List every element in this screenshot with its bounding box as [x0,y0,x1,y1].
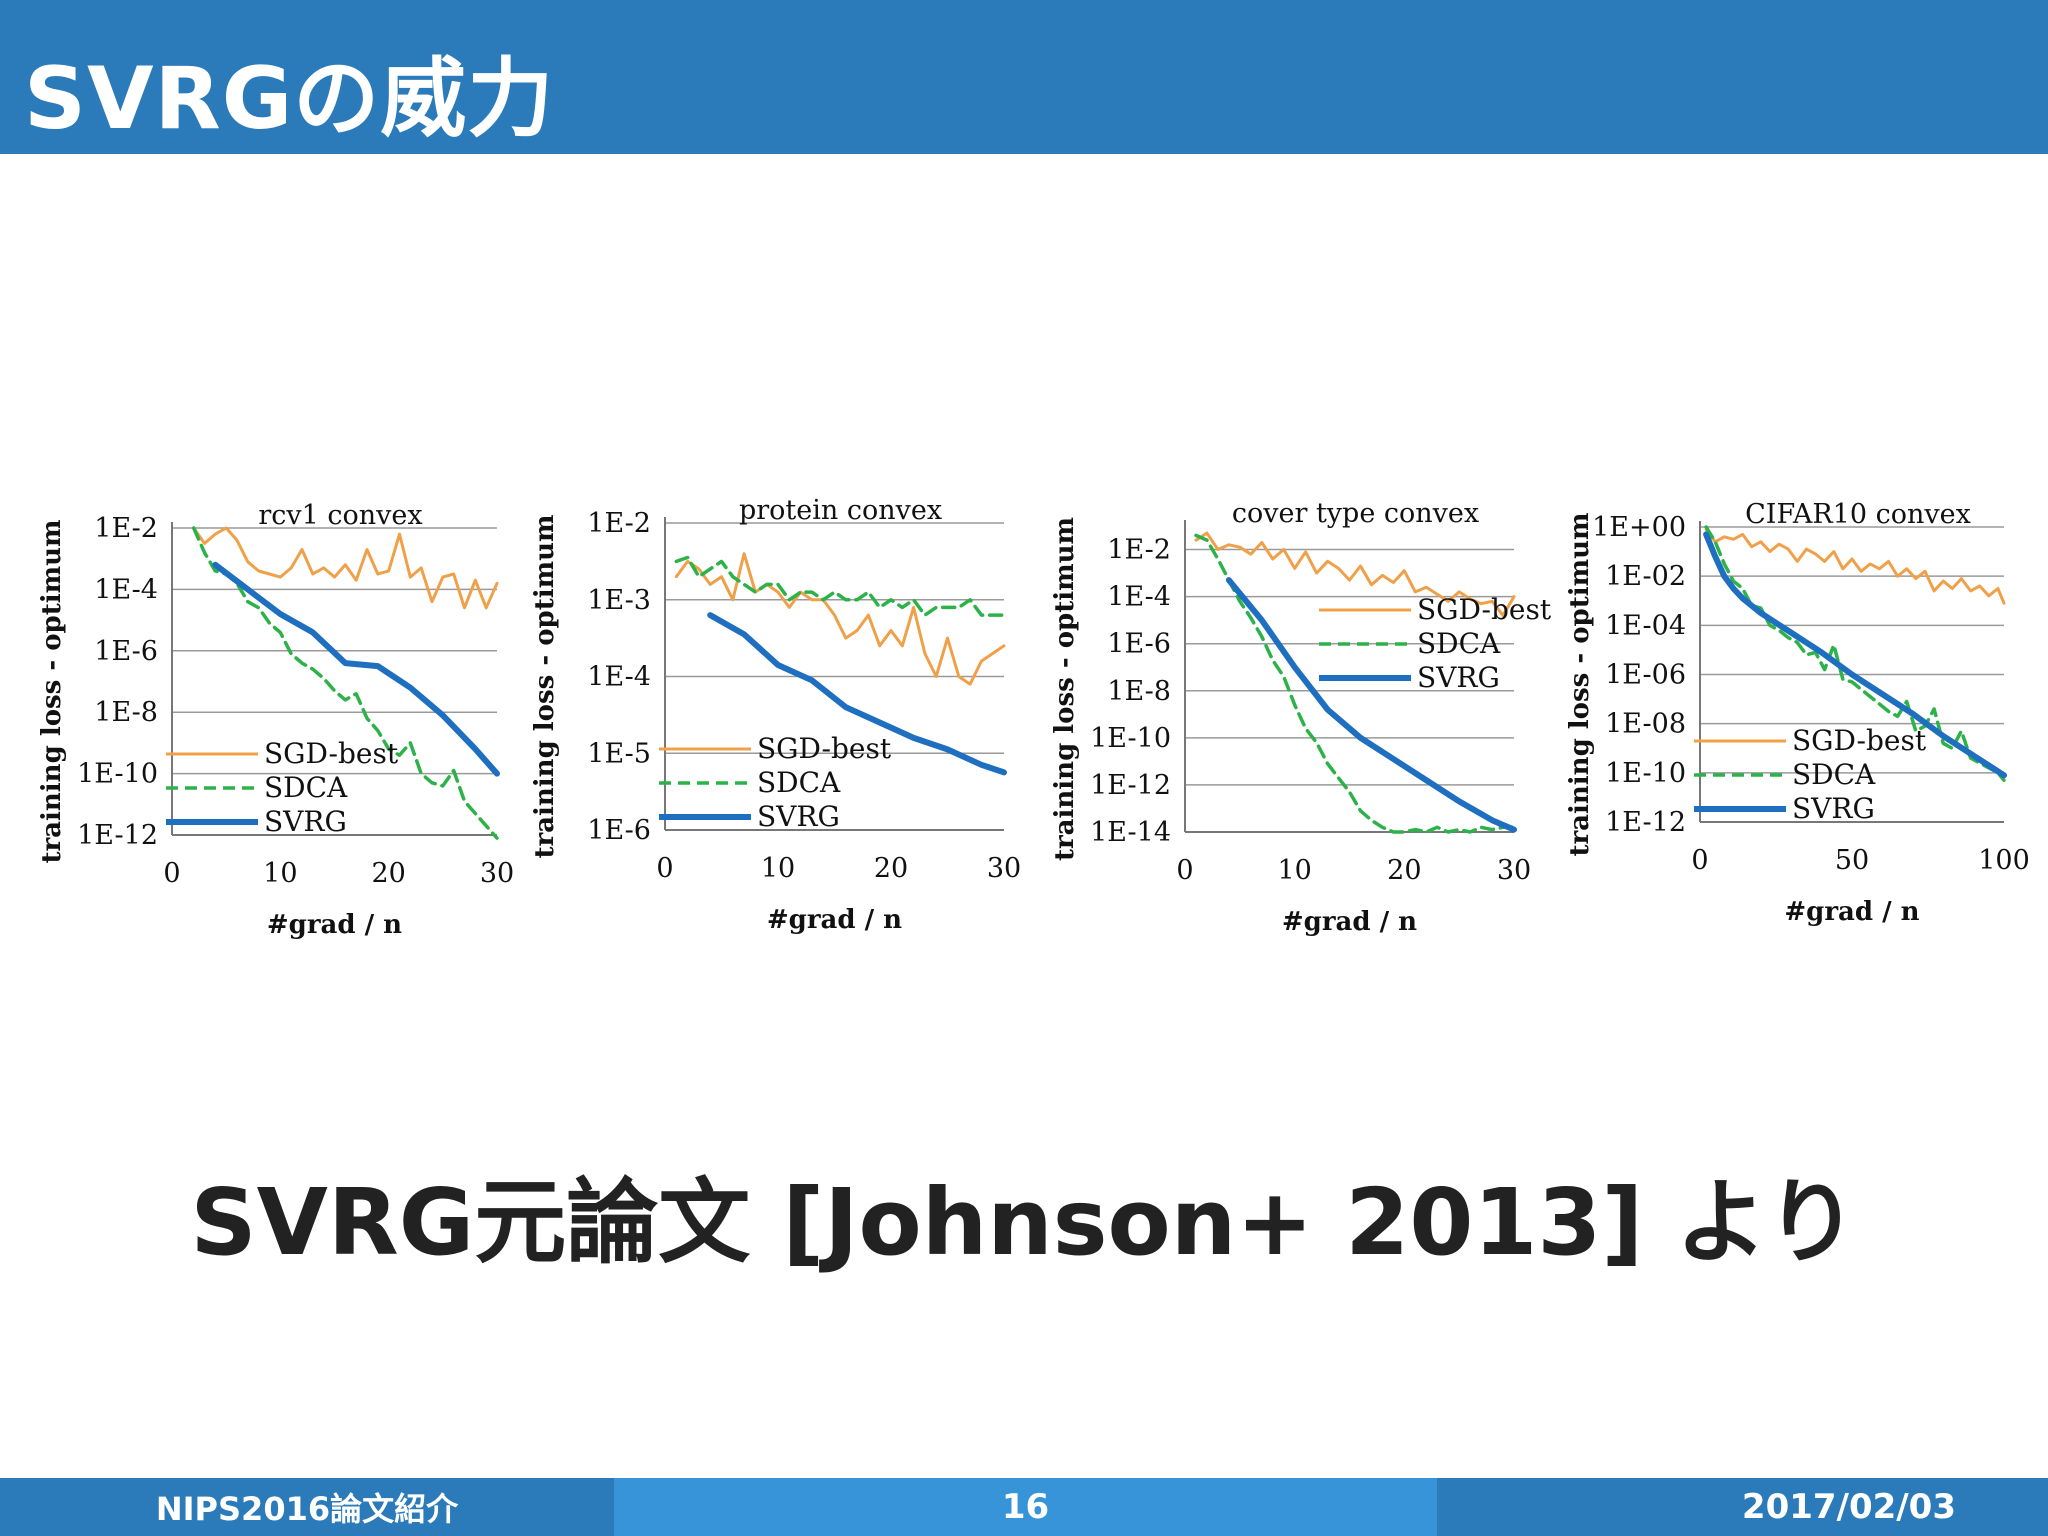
series-line-sdca [1194,533,1516,834]
y-tick-label: 1E-12 [1090,770,1171,801]
legend-label-sgd: SGD-best [1792,724,1927,757]
legend-label-svrg: SVRG [1792,792,1875,825]
x-tick-label: 30 [1497,855,1531,886]
y-tick-label: 1E-04 [1605,610,1686,641]
series-line-sgd [192,526,499,610]
chart-panel-4: 1E+00 1E-02 1E-04 1E-06 1E-08 1E-10 1E-120 50 10… [1565,499,2030,927]
x-tick-label: 20 [371,858,405,889]
y-tick-label: 1E-2 [1107,535,1171,566]
y-tick-label: 1E-10 [1090,723,1171,754]
x-tick-label: 30 [987,853,1021,884]
x-tick-label: 50 [1835,845,1869,876]
x-tick-label: 20 [874,853,908,884]
x-axis-label: #grad / n [767,905,902,935]
legend-label-sgd: SGD-best [757,732,892,765]
legend-label-sgd: SGD-best [264,737,399,770]
chart-panel-3: 1E-2 1E-4 1E-6 1E-8 1E-10 1E-12 1E-140 10 20 30 co… [1050,498,1552,937]
series-line-svrg [707,612,1007,776]
y-tick-label: 1E-06 [1605,660,1686,691]
slide-title: SVRGの威力 [24,49,555,149]
legend-label-sdca: SDCA [757,766,841,799]
y-tick-label: 1E-2 [94,513,158,544]
x-axis-label: #grad / n [1784,897,1919,927]
footer-page-number: 16 [614,1478,1437,1536]
x-tick-label: 0 [1176,855,1193,886]
chart-title: rcv1 convex [258,500,422,531]
chart-panel-1: 1E-2 1E-4 1E-6 1E-8 1E-10 1E-120 10 20 30 rcv1 co… [37,500,514,940]
legend-label-sdca: SDCA [1417,627,1501,660]
series-line-svrg [1703,531,2007,779]
series-line-svrg [1225,577,1517,833]
x-tick-label: 100 [1978,845,2030,876]
x-axis-label: #grad / n [1282,907,1417,937]
legend-label-sdca: SDCA [264,771,348,804]
x-tick-label: 10 [761,853,795,884]
y-tick-label: 1E-6 [1107,629,1171,660]
legend-label-svrg: SVRG [264,805,347,838]
legend-label-sdca: SDCA [1792,758,1876,791]
y-tick-label: 1E-8 [94,697,158,728]
footer-event-label: NIPS2016論文紹介 [0,1478,614,1536]
x-tick-label: 10 [263,858,297,889]
series-line-sgd [1194,531,1516,617]
slide-footer: NIPS2016論文紹介 16 2017/02/03 [0,1478,2048,1536]
y-tick-label: 1E-6 [587,815,651,846]
y-axis-label: training loss - optimum [1050,517,1080,861]
chart-title: CIFAR10 convex [1745,499,1971,530]
source-caption: SVRG元論文 [Johnson+ 2013] より [190,1169,1858,1276]
x-tick-label: 10 [1277,855,1311,886]
y-tick-label: 1E-10 [1605,758,1686,789]
y-tick-label: 1E-8 [1107,676,1171,707]
y-tick-label: 1E-4 [94,574,158,605]
series-line-svrg [212,561,500,777]
y-axis-label: training loss - optimum [37,519,67,863]
y-tick-label: 1E-02 [1605,561,1686,592]
series-line-sdca [674,555,1006,617]
y-tick-label: 1E+00 [1592,512,1686,543]
footer-date: 2017/02/03 [1437,1478,2048,1536]
y-tick-label: 1E-4 [587,662,651,693]
y-tick-label: 1E-12 [77,820,158,851]
x-tick-label: 30 [480,858,514,889]
y-tick-label: 1E-08 [1605,709,1686,740]
y-tick-label: 1E-3 [587,585,651,616]
y-axis-label: training loss - optimum [1565,512,1595,856]
y-axis-label: training loss - optimum [530,514,560,858]
slide-header: SVRGの威力 [0,0,2048,154]
x-tick-label: 0 [656,853,673,884]
y-tick-label: 1E-2 [587,508,651,539]
legend-label-svrg: SVRG [757,800,840,833]
chart-title: cover type convex [1232,498,1479,529]
series-line-sgd [1704,528,2006,605]
y-tick-label: 1E-10 [77,759,158,790]
x-tick-label: 0 [163,858,180,889]
series-line-sdca [191,526,499,840]
x-tick-label: 0 [1691,845,1708,876]
x-axis-label: #grad / n [267,910,402,940]
y-tick-label: 1E-14 [1090,817,1171,848]
y-tick-label: 1E-4 [1107,582,1171,613]
series-line-sgd [674,552,1006,686]
y-tick-label: 1E-12 [1605,807,1686,838]
y-tick-label: 1E-5 [587,738,651,769]
chart-title: protein convex [739,495,942,526]
x-tick-label: 20 [1387,855,1421,886]
chart-panel-2: 1E-2 1E-3 1E-4 1E-5 1E-60 10 20 30 protein conve… [530,495,1021,935]
legend-label-svrg: SVRG [1417,661,1500,694]
y-tick-label: 1E-6 [94,636,158,667]
legend-label-sgd: SGD-best [1417,593,1552,626]
